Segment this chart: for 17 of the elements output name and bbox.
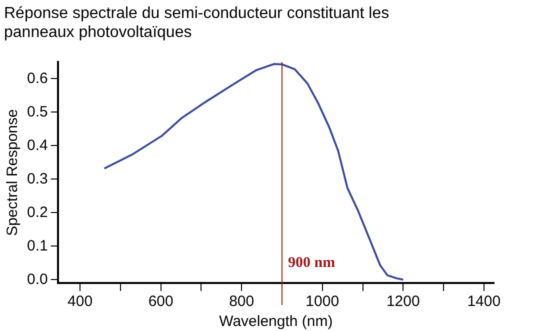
y-tick-label: 0.5 xyxy=(26,103,48,120)
y-tick-label: 0.4 xyxy=(26,136,48,154)
x-tick-label: 800 xyxy=(229,293,254,310)
x-tick-label: 1400 xyxy=(467,293,501,310)
y-tick-label: 0.2 xyxy=(26,204,48,221)
x-tick-label: 1000 xyxy=(306,293,340,310)
y-tick-label: 0.6 xyxy=(26,70,48,87)
x-tick-label: 400 xyxy=(68,293,93,310)
y-axis-title: Spectral Response xyxy=(4,109,22,236)
x-axis-title: Wavelength (nm) xyxy=(219,313,333,330)
y-tick-label: 0.0 xyxy=(26,270,48,288)
ref-line-label: 900 nm xyxy=(288,254,336,271)
x-tick-label: 1200 xyxy=(386,293,420,310)
y-tick-label: 0.3 xyxy=(26,170,48,188)
x-tick-label: 600 xyxy=(148,293,174,310)
y-tick-label: 0.1 xyxy=(26,237,48,254)
chart-title: Réponse spectrale du semi-conducteur constituant les panneaux photovoltaïques xyxy=(3,4,390,43)
